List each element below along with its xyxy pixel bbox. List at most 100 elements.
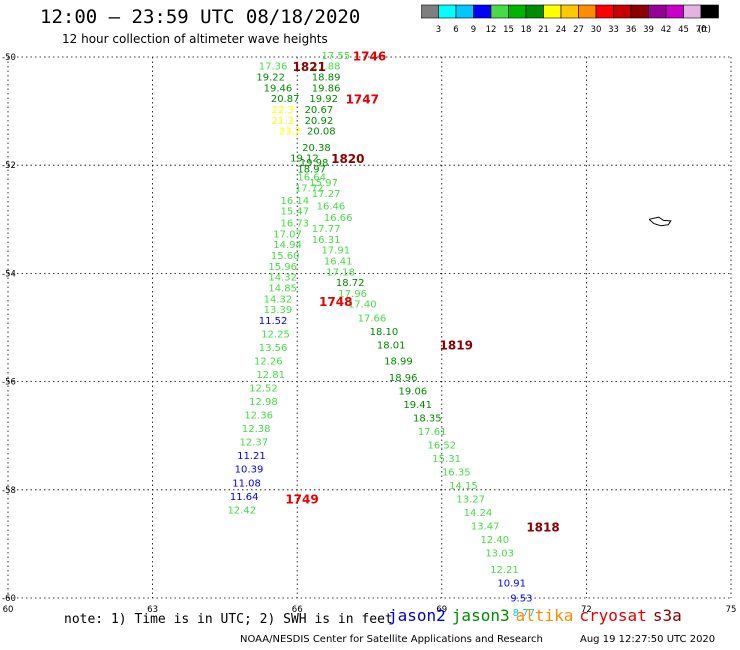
wave-height-point: 19.46	[264, 83, 293, 94]
wave-height-point: 10.39	[235, 465, 264, 476]
colorbar-label: 3	[436, 25, 441, 35]
wave-height-point: 19.41	[403, 400, 432, 411]
wave-height-point: 12.36	[244, 411, 273, 422]
wave-height-point: 9.53	[510, 594, 532, 605]
wave-height-point: 13.27	[456, 494, 485, 505]
credit-text: NOAA/NESDIS Center for Satellite Applica…	[240, 634, 543, 645]
y-tick-label: -52	[2, 161, 16, 171]
footer-note: note: 1) Time is in UTC; 2) SWH is in fe…	[64, 612, 393, 627]
wave-height-point: 17.96	[338, 289, 367, 300]
wave-height-point: 14.85	[268, 284, 297, 295]
pass-time-label: 1821	[293, 60, 326, 74]
pass-time-label: 1749	[285, 492, 318, 506]
timestamp-text: Aug 19 12:27:50 UTC 2020	[580, 634, 716, 645]
wave-height-point: 15.47	[280, 207, 309, 218]
colorbar-label: 6	[453, 25, 458, 35]
colorbar-label: 45	[678, 25, 689, 35]
wave-height-point: 10.91	[497, 578, 526, 589]
wave-height-point: 11.21	[237, 451, 266, 462]
wave-height-point: 19.22	[256, 73, 285, 84]
y-tick-label: -58	[2, 486, 16, 496]
wave-height-point: 18.96	[389, 373, 418, 384]
wave-height-point: 13.47	[471, 522, 500, 533]
colorbar-label: 24	[556, 25, 567, 35]
page-title: 12:00 – 23:59 UTC 08/18/2020	[40, 6, 361, 28]
wave-height-point: 12.52	[249, 384, 278, 395]
wave-height-point: 12.25	[261, 329, 290, 340]
wave-height-point: 20.87	[271, 94, 300, 105]
wave-height-point: 17.07	[273, 229, 302, 240]
wave-height-point: 19.98	[300, 158, 329, 169]
colorbar-label: 30	[591, 25, 602, 35]
wave-height-point: 16.35	[442, 467, 471, 478]
wave-height-point: 18.97	[297, 164, 326, 175]
colorbar-label: 39	[643, 25, 654, 35]
colorbar-label: 33	[608, 25, 619, 35]
colorbar-label: 9	[471, 25, 476, 35]
wave-height-point: 16.31	[312, 235, 341, 246]
wave-height-point: 11.52	[259, 316, 288, 327]
wave-height-point: 18.99	[384, 357, 413, 368]
legend-entry-cryosat: cryosat	[579, 606, 647, 625]
wave-height-point: 18.35	[413, 413, 442, 424]
pass-time-label: 1819	[440, 338, 473, 352]
x-tick-label: 66	[292, 605, 303, 615]
wave-height-point: 18.72	[336, 278, 365, 289]
wave-height-point: 16.73	[280, 219, 309, 230]
wave-height-point: 14.32	[268, 273, 297, 284]
page-subtitle: 12 hour collection of altimeter wave hei…	[62, 32, 328, 46]
wave-height-point: 16.46	[317, 201, 346, 212]
wave-height-point: 12.98	[249, 397, 278, 408]
color-scale-bar: 3 6 9 12 15 18 21 24 27 30 33 36 39 42 45 70(ft)	[421, 4, 719, 35]
legend-entry-jason2: jason2	[388, 606, 446, 625]
pass-time-label: 1746	[353, 49, 386, 63]
y-tick-label: -56	[2, 378, 16, 388]
wave-height-point: 14.94	[273, 240, 302, 251]
wave-height-point: 18.10	[370, 327, 399, 338]
wave-height-point: 19.92	[309, 94, 338, 105]
x-tick-label: 63	[147, 605, 158, 615]
colorbar-label: 27	[573, 25, 584, 35]
wave-height-point: 13.39	[264, 305, 293, 316]
wave-height-point: 15.96	[268, 262, 297, 273]
wave-height-point: 16.66	[324, 213, 353, 224]
wave-height-point: 12.81	[256, 370, 285, 381]
wave-height-point: 19.86	[312, 83, 341, 94]
y-tick-label: -60	[2, 594, 16, 604]
wave-height-point: 15.31	[432, 454, 461, 465]
pass-time-label: 1818	[526, 521, 559, 535]
x-tick-label: 75	[726, 605, 737, 615]
wave-height-point: 14.24	[464, 508, 493, 519]
wave-height-point: 14.32	[264, 294, 293, 305]
wave-height-point: 17.27	[312, 189, 341, 200]
wave-height-point: 17.72	[295, 183, 324, 194]
y-tick-label: -50	[2, 53, 16, 63]
wave-height-point: 20.92	[305, 116, 334, 127]
island-outline	[648, 216, 672, 227]
legend-entry-s3a: s3a	[652, 606, 682, 625]
wave-height-point: 16.41	[324, 256, 353, 267]
wave-height-point: 17.18	[326, 267, 355, 278]
wave-height-point: 16.14	[280, 196, 309, 207]
wave-height-point: 12.40	[480, 535, 509, 546]
wave-height-point: 17.40	[348, 300, 377, 311]
wave-height-point: 13.03	[485, 549, 514, 560]
x-tick-label: 69	[436, 605, 447, 615]
colorbar-label: 18	[521, 25, 532, 35]
pass-time-label: 1820	[331, 152, 364, 166]
wave-height-point: 12.37	[239, 438, 268, 449]
wave-height-point: 23.2	[279, 127, 301, 138]
wave-height-point: 18.01	[377, 340, 406, 351]
wave-height-point: 17.36	[259, 62, 288, 73]
wave-height-point: 14.15	[449, 481, 478, 492]
wave-height-point: 11.08	[232, 478, 261, 489]
colorbar-label: 70	[696, 25, 707, 35]
wave-height-point: 15.97	[309, 178, 338, 189]
y-tick-label: -54	[2, 269, 16, 279]
satellite-legend: jason2 jason3 altika cryosat s3a	[388, 606, 688, 625]
wave-height-point: 15.60	[271, 251, 300, 262]
wave-height-point: 16.64	[297, 173, 326, 184]
wave-height-point: 11.64	[230, 492, 259, 503]
wave-height-point: 20.67	[305, 105, 334, 116]
